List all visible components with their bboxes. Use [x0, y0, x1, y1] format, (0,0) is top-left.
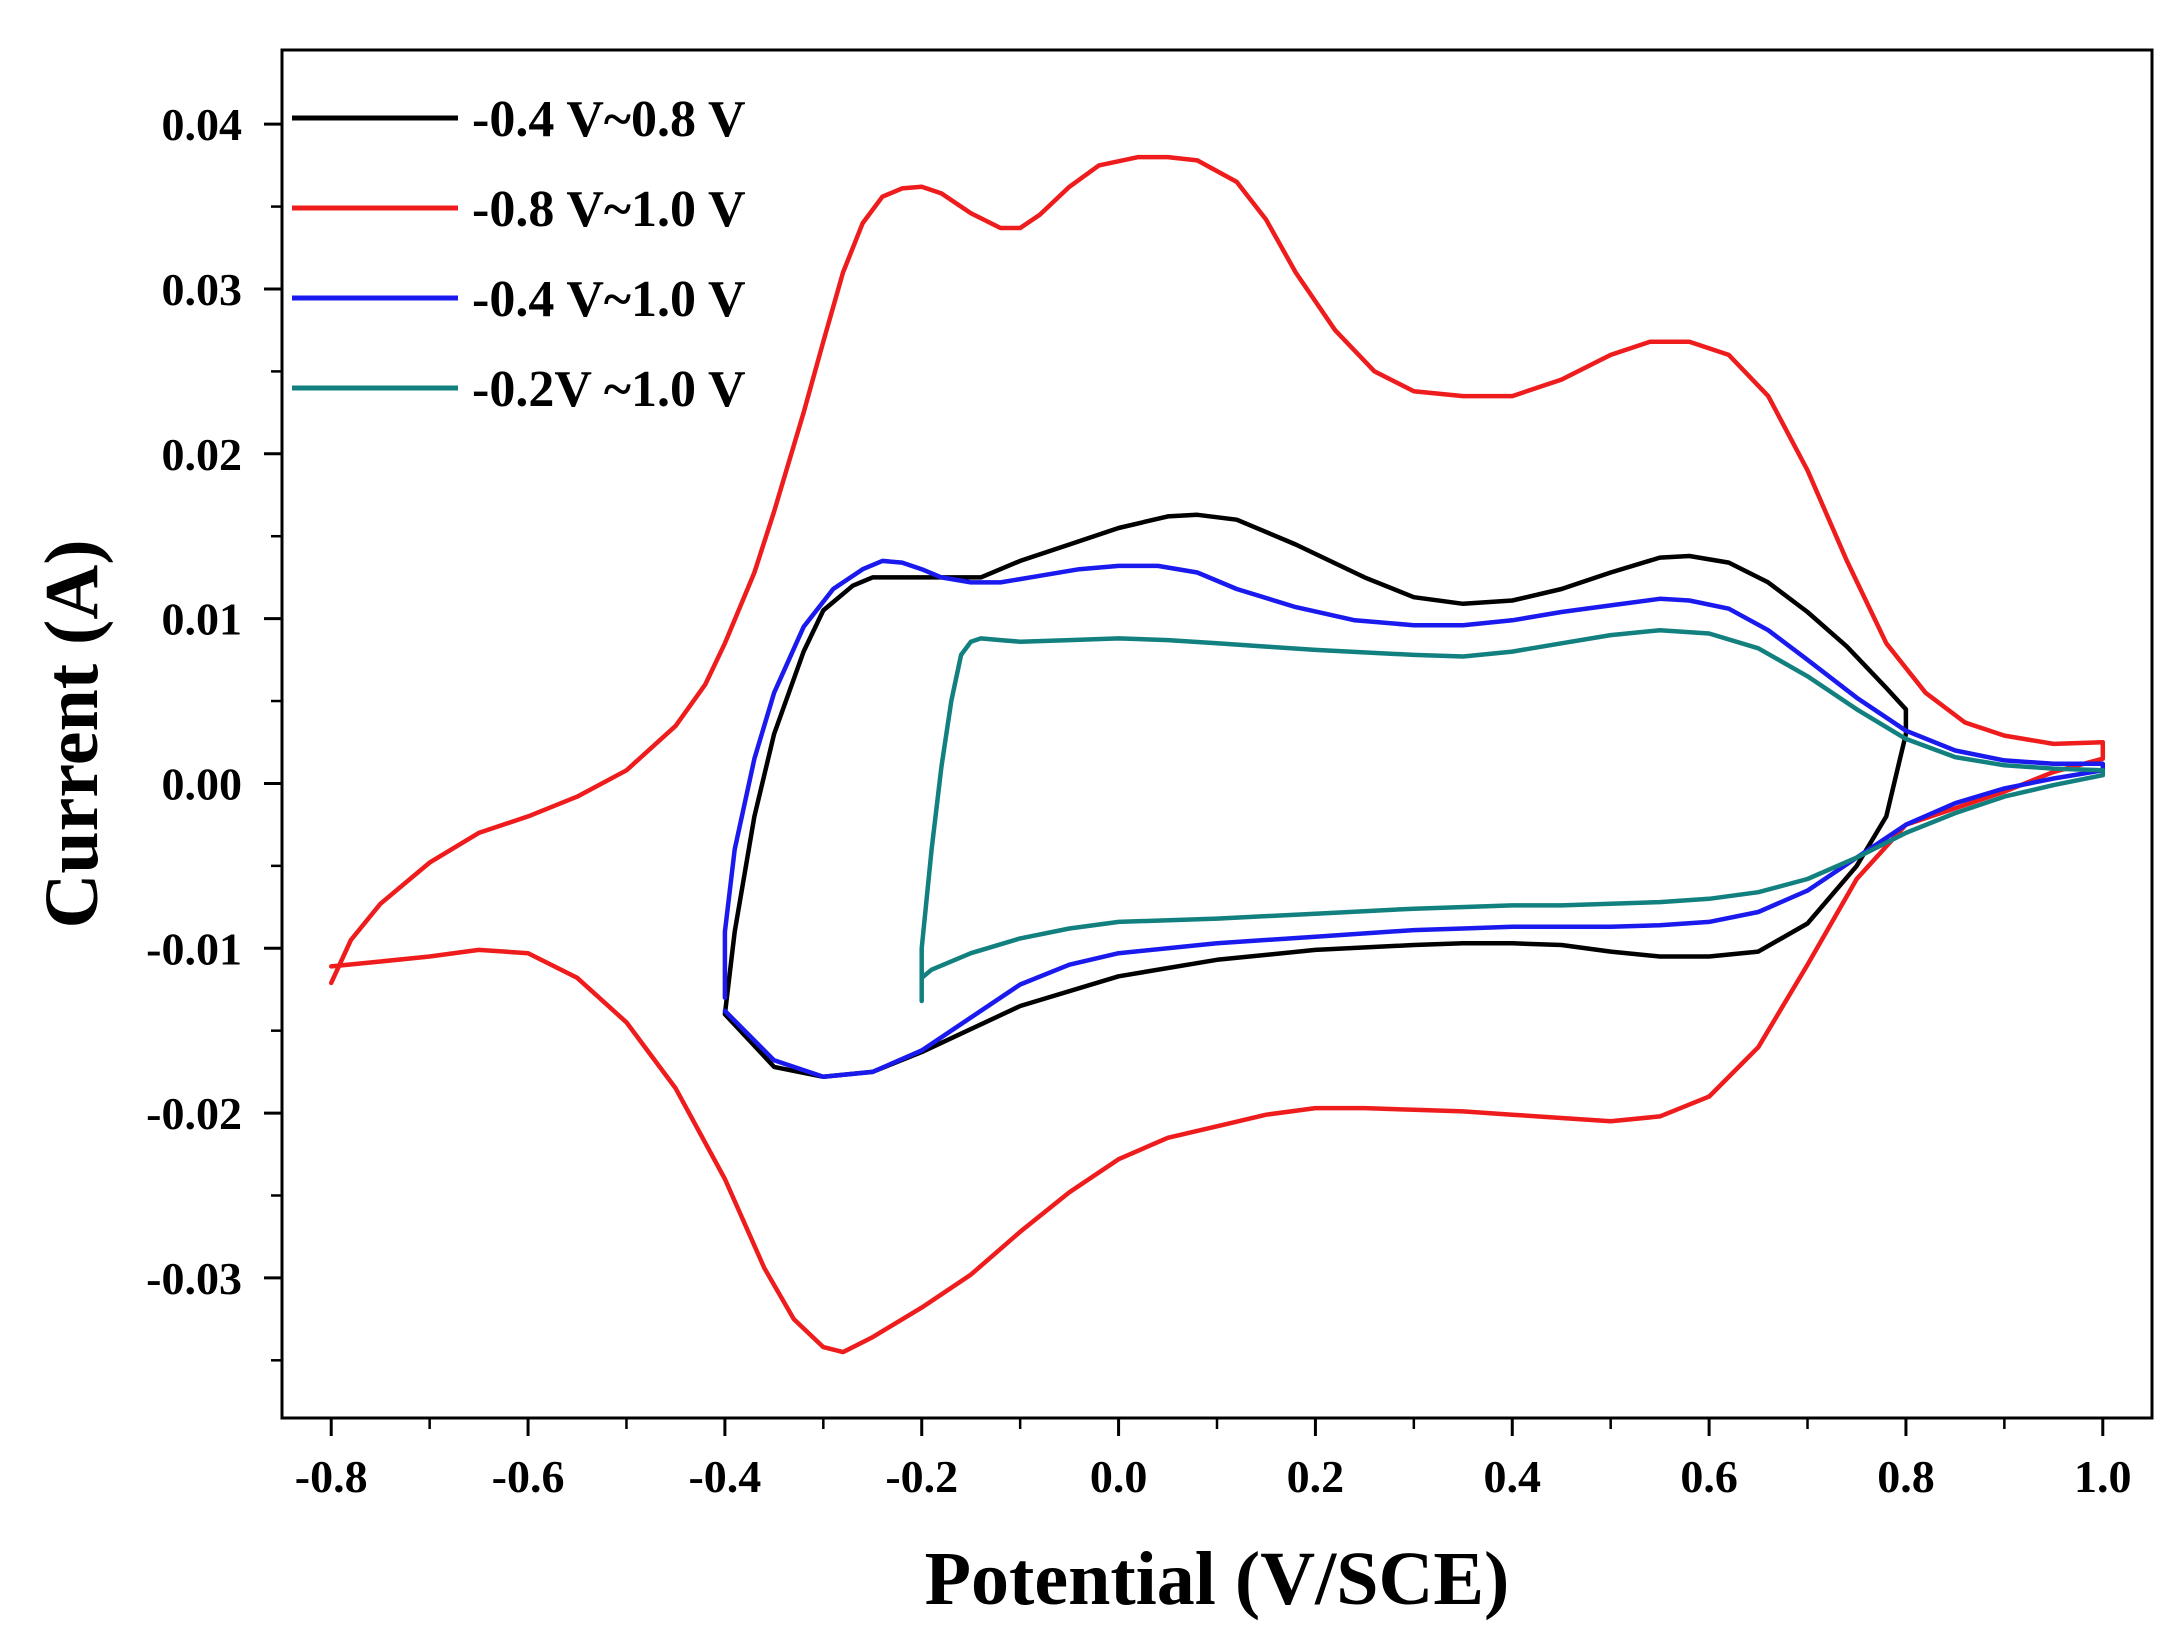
- x-tick-label: 1.0: [2074, 1451, 2132, 1502]
- series-line-0-4-v-0-8-v: [722, 512, 1909, 1080]
- series-line-0-2v-1-0-v: [919, 627, 2106, 1004]
- x-axis-title: Potential (V/SCE): [925, 1537, 1510, 1621]
- x-tick-label: 0.4: [1484, 1451, 1542, 1502]
- x-tick-label: 0.6: [1680, 1451, 1738, 1502]
- y-tick-label: 0.03: [162, 264, 243, 315]
- x-tick-label: 0.0: [1090, 1451, 1148, 1502]
- x-tick-label: 0.8: [1877, 1451, 1935, 1502]
- series-line-0-8-v-1-0-v: [328, 154, 2106, 1355]
- axis-layer: -0.8 -0.6 -0.4 -0.2 0.0 0.2 0.4 0.6 0.8 1.0 -0.03 -…: [146, 99, 2131, 1502]
- legend-label-0-8-v-1-0-v: -0.8 V~1.0 V: [472, 181, 746, 238]
- legend: -0.4 V~0.8 V -0.8 V~1.0 V -0.4 V~1.0 V -0.2…: [292, 91, 746, 418]
- series-layer: [328, 154, 2106, 1355]
- y-tick-label: 0.04: [162, 99, 243, 150]
- legend-label-0-4-v-1-0-v: -0.4 V~1.0 V: [472, 271, 746, 328]
- y-axis-title: Current (A): [30, 539, 114, 928]
- y-tick-label: 0.00: [162, 758, 243, 809]
- y-tick-label: -0.02: [146, 1088, 242, 1139]
- x-tick-label: -0.2: [885, 1451, 958, 1502]
- series-line-0-4-v-1-0-v: [722, 558, 2106, 1080]
- y-tick-label: -0.03: [146, 1253, 242, 1304]
- x-tick-label: 0.2: [1287, 1451, 1345, 1502]
- legend-label-0-2v-1-0-v: -0.2V ~1.0 V: [472, 361, 746, 418]
- x-tick-label: -0.4: [688, 1451, 761, 1502]
- x-tick-label: -0.6: [492, 1451, 565, 1502]
- legend-label-0-4-v-0-8-v: -0.4 V~0.8 V: [472, 91, 746, 148]
- y-tick-label: 0.02: [162, 429, 243, 480]
- y-tick-label: -0.01: [146, 923, 242, 974]
- y-tick-label: 0.01: [162, 594, 243, 645]
- x-tick-label: -0.8: [295, 1451, 368, 1502]
